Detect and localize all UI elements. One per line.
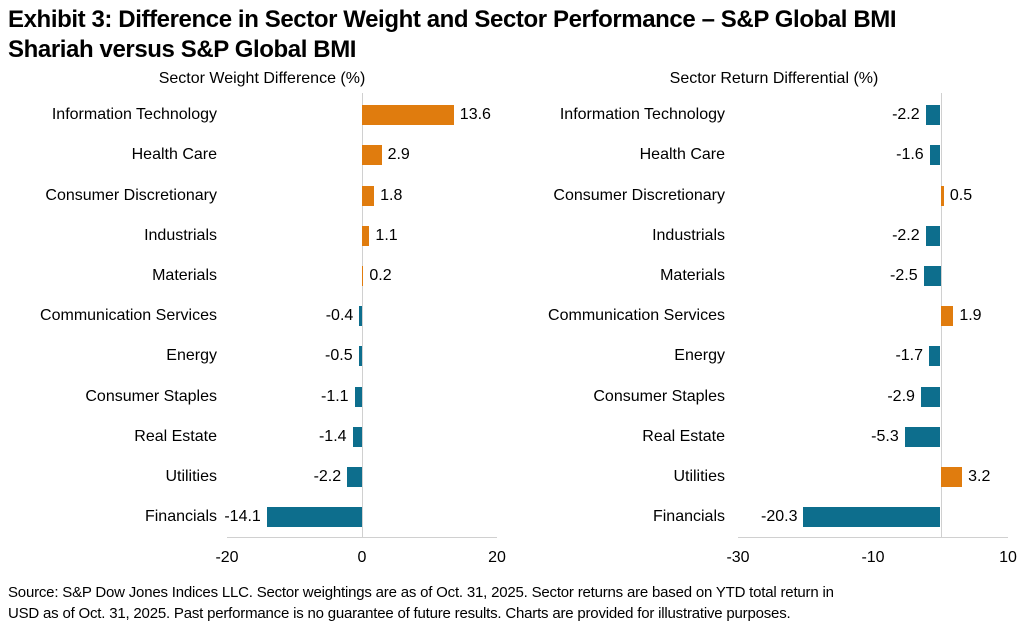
category-label: Information Technology bbox=[559, 106, 725, 124]
value-label: -14.1 bbox=[224, 508, 261, 526]
value-label: -5.3 bbox=[871, 427, 899, 445]
bar bbox=[362, 265, 364, 286]
category-label: Consumer Staples bbox=[85, 387, 217, 405]
x-axis-tick-label: 0 bbox=[357, 549, 367, 566]
category-label: Materials bbox=[152, 266, 217, 284]
category-label: Health Care bbox=[131, 146, 217, 164]
value-label: 0.2 bbox=[369, 266, 392, 284]
category-label: Real Estate bbox=[642, 427, 725, 445]
category-label: Consumer Staples bbox=[593, 387, 725, 405]
page-title-line2: Shariah versus S&P Global BMI bbox=[8, 36, 357, 63]
x-axis-tick-label: 10 bbox=[999, 549, 1017, 566]
bar bbox=[362, 105, 454, 126]
category-label: Utilities bbox=[165, 467, 217, 485]
value-label: -2.9 bbox=[887, 387, 915, 405]
bar bbox=[929, 145, 941, 166]
category-label: Health Care bbox=[639, 146, 725, 164]
bar bbox=[359, 306, 362, 327]
category-label: Industrials bbox=[652, 226, 725, 244]
bar bbox=[347, 466, 362, 487]
value-label: -0.4 bbox=[325, 307, 354, 325]
value-label: 13.6 bbox=[459, 106, 491, 124]
bar bbox=[940, 185, 944, 206]
x-axis-line bbox=[227, 537, 497, 538]
category-label: Energy bbox=[166, 347, 217, 365]
value-label: -2.2 bbox=[892, 106, 920, 124]
value-label: -1.7 bbox=[895, 347, 924, 365]
value-label: -0.5 bbox=[325, 347, 353, 365]
category-label: Information Technology bbox=[51, 106, 217, 124]
x-axis-tick-label: -10 bbox=[861, 549, 885, 566]
bar bbox=[940, 466, 963, 487]
category-label: Financials bbox=[652, 508, 725, 526]
zero-gridline bbox=[362, 93, 363, 537]
value-label: 3.2 bbox=[968, 467, 991, 485]
bar bbox=[929, 346, 941, 367]
page-title-line1: Exhibit 3: Difference in Sector Weight a… bbox=[8, 6, 897, 33]
category-label: Consumer Discretionary bbox=[45, 186, 217, 204]
bar bbox=[362, 145, 382, 166]
source-note-line1: Source: S&P Dow Jones Indices LLC. Secto… bbox=[8, 584, 834, 601]
value-label: -20.3 bbox=[761, 508, 798, 526]
value-label: 1.9 bbox=[959, 307, 982, 325]
category-label: Real Estate bbox=[134, 427, 217, 445]
bar bbox=[266, 507, 362, 528]
x-axis-tick-label: -20 bbox=[215, 549, 239, 566]
value-label: -1.1 bbox=[320, 387, 349, 405]
bar bbox=[362, 185, 375, 206]
source-note: Source: S&P Dow Jones Indices LLC. Secto… bbox=[8, 582, 1022, 624]
bar bbox=[920, 386, 941, 407]
category-label: Utilities bbox=[673, 467, 725, 485]
bar bbox=[354, 386, 362, 407]
category-label: Communication Services bbox=[548, 307, 725, 325]
value-label: 1.8 bbox=[380, 186, 403, 204]
chart-title-weight-difference: Sector Weight Difference (%) bbox=[158, 70, 366, 87]
bar bbox=[904, 426, 941, 447]
value-label: -2.5 bbox=[890, 266, 918, 284]
source-note-line2: USD as of Oct. 31, 2025. Past performanc… bbox=[8, 605, 791, 622]
value-label: -1.6 bbox=[896, 146, 924, 164]
category-label: Industrials bbox=[144, 226, 217, 244]
value-label: 0.5 bbox=[949, 186, 973, 204]
bar bbox=[923, 265, 941, 286]
bar bbox=[362, 225, 370, 246]
x-axis-tick-label: 20 bbox=[488, 549, 506, 566]
value-label: -1.4 bbox=[318, 427, 347, 445]
category-label: Consumer Discretionary bbox=[553, 186, 725, 204]
bar bbox=[358, 346, 362, 367]
bar bbox=[803, 507, 941, 528]
category-label: Financials bbox=[144, 508, 217, 526]
chart-title-return-differential: Sector Return Differential (%) bbox=[669, 70, 879, 87]
category-label: Materials bbox=[660, 266, 725, 284]
x-axis-line bbox=[738, 537, 1008, 538]
bar bbox=[925, 105, 941, 126]
value-label: 2.9 bbox=[387, 146, 410, 164]
x-axis-tick-label: -30 bbox=[726, 549, 750, 566]
value-label: 1.1 bbox=[375, 226, 398, 244]
category-label: Energy bbox=[674, 347, 725, 365]
value-label: -2.2 bbox=[313, 467, 342, 485]
category-label: Communication Services bbox=[40, 307, 217, 325]
bar bbox=[925, 225, 941, 246]
value-label: -2.2 bbox=[892, 226, 920, 244]
bar bbox=[352, 426, 362, 447]
bar bbox=[940, 306, 954, 327]
